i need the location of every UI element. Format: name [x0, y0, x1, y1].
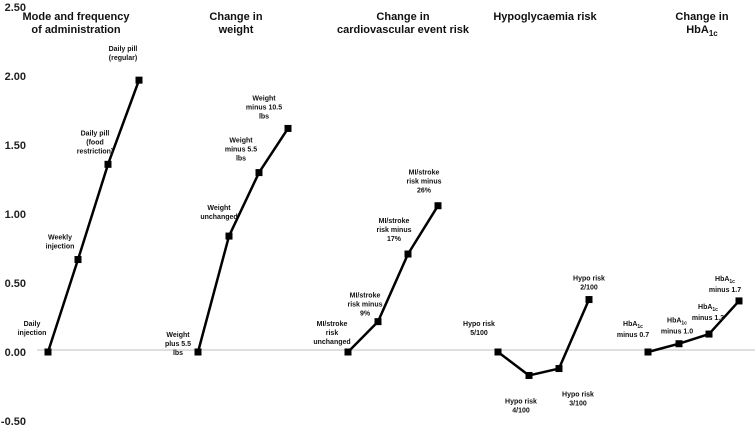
- data-point-marker: [284, 124, 292, 132]
- series-line: [497, 299, 591, 377]
- data-point-label: Hypo risk 3/100: [562, 392, 594, 408]
- data-point-marker: [104, 160, 112, 168]
- data-point-marker: [735, 297, 743, 305]
- data-point-label: Weight plus 5.5 lbs: [165, 332, 191, 357]
- series-line: [647, 300, 740, 354]
- data-point-marker: [675, 340, 683, 348]
- data-point-label: Hypo risk 5/100: [463, 321, 495, 337]
- y-tick-label: 1.00: [5, 209, 26, 221]
- data-point-marker: [74, 256, 82, 264]
- data-point-marker: [225, 232, 233, 240]
- data-point-label: Daily injection: [18, 321, 47, 337]
- data-point-marker: [525, 371, 533, 379]
- data-point-marker: [705, 330, 713, 338]
- data-point-label: Weight unchanged: [200, 205, 237, 221]
- data-point-label: HbA1c minus 0.7: [617, 321, 649, 339]
- data-point-label: MI/stroke risk unchanged: [313, 321, 350, 346]
- data-point-marker: [374, 318, 382, 326]
- data-point-label: HbA1c minus 1.3: [692, 304, 724, 322]
- data-point-label: Weight minus 5.5 lbs: [225, 138, 257, 163]
- data-point-label: Daily pill (food restriction): [77, 130, 114, 155]
- data-point-marker: [344, 348, 352, 356]
- group-heading: Hypoglycaemia risk: [493, 11, 597, 23]
- data-point-marker: [555, 365, 563, 373]
- series-line: [46, 79, 141, 353]
- data-point-label: Hypo risk 4/100: [505, 398, 537, 414]
- group-heading: Mode and frequency of administration: [23, 11, 131, 36]
- data-point-marker: [44, 348, 52, 356]
- series-line: [347, 205, 440, 353]
- data-point-marker: [644, 348, 652, 356]
- data-point-label: Daily pill (regular): [109, 46, 138, 62]
- data-point-label: MI/stroke risk minus 26%: [406, 170, 441, 195]
- data-point-label: HbA1c minus 1.7: [709, 276, 741, 294]
- series-line: [196, 127, 290, 353]
- y-tick-label: 2.50: [5, 2, 26, 14]
- data-point-label: MI/stroke risk minus 17%: [376, 218, 411, 243]
- data-point-label: Weight minus 10.5 lbs: [246, 95, 282, 120]
- y-tick-label: 0.00: [5, 347, 26, 359]
- data-point-marker: [585, 296, 593, 304]
- data-point-label: MI/stroke risk minus 9%: [347, 293, 382, 318]
- data-point-marker: [404, 250, 412, 258]
- data-point-marker: [434, 202, 442, 210]
- data-point-label: Weekly injection: [46, 235, 75, 251]
- y-tick-label: 0.50: [5, 278, 26, 290]
- data-point-marker: [194, 348, 202, 356]
- group-heading: Change in cardiovascular event risk: [337, 11, 470, 36]
- data-point-marker: [494, 348, 502, 356]
- data-point-marker: [255, 169, 263, 177]
- y-tick-label: 2.00: [5, 71, 26, 83]
- y-tick-label: 1.50: [5, 140, 26, 152]
- y-tick-label: -0.50: [1, 416, 26, 428]
- data-point-label: Hypo risk 2/100: [573, 276, 605, 292]
- data-point-label: HbA1c minus 1.0: [661, 318, 693, 336]
- data-point-marker: [135, 76, 143, 84]
- group-heading: Change in HbA1c: [675, 11, 728, 38]
- group-heading: Change in weight: [209, 11, 262, 36]
